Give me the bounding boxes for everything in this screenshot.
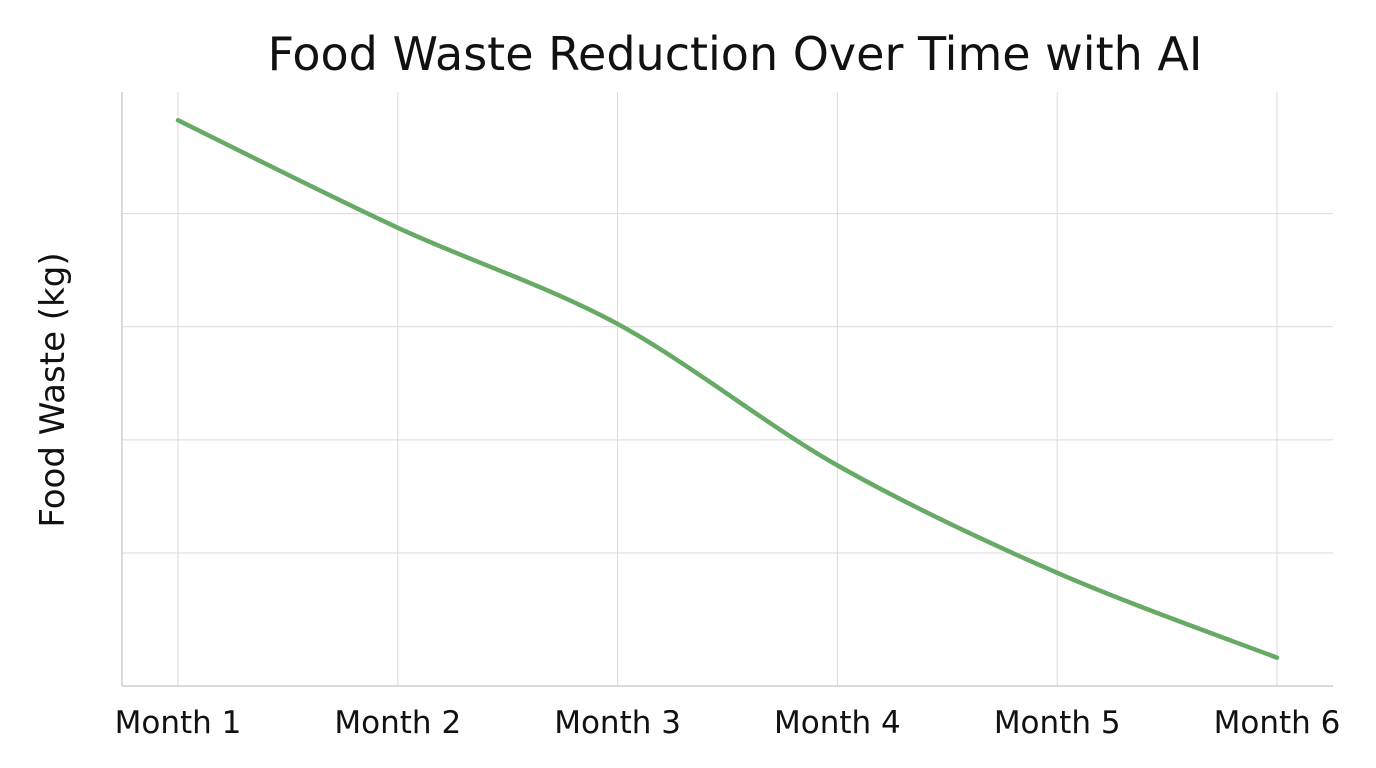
- series-line: [175, 118, 1280, 660]
- y-axis-label: Food Waste (kg): [33, 252, 73, 527]
- axes: [121, 92, 1333, 687]
- grid-lines: [122, 92, 1333, 686]
- x-tick-label: Month 4: [774, 705, 901, 741]
- x-tick-label: Month 1: [115, 705, 242, 741]
- x-tick-label: Month 2: [334, 705, 461, 741]
- series-layer: [175, 118, 1280, 660]
- x-tick-label: Month 6: [1214, 705, 1341, 741]
- x-tick-label: Month 3: [554, 705, 681, 741]
- x-tick-label: Month 5: [994, 705, 1121, 741]
- x-tick-labels: Month 1 Month 2 Month 3 Month 4 Month 5 Month…: [115, 705, 1341, 741]
- chart-title: Food Waste Reduction Over Time with AI: [268, 27, 1203, 81]
